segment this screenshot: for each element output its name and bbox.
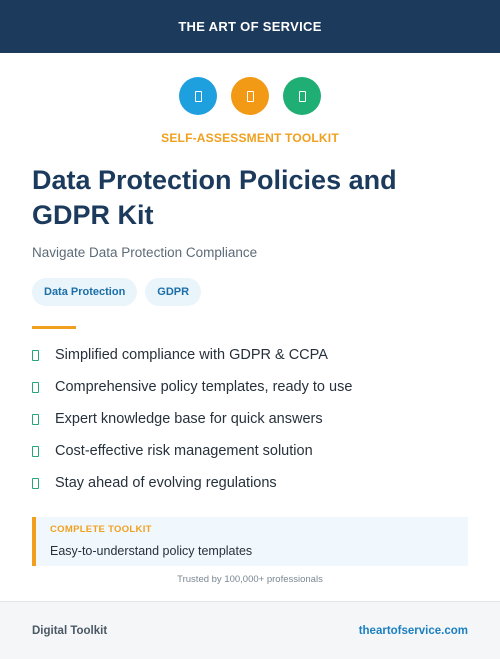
icon-row bbox=[0, 77, 500, 115]
feature-text: Simplified compliance with GDPR & CCPA bbox=[55, 347, 328, 363]
feature-list: Simplified compliance with GDPR & CCPA C… bbox=[32, 339, 500, 499]
feature-text: Comprehensive policy templates, ready to… bbox=[55, 379, 353, 395]
trust-note: Trusted by 100,000+ professionals bbox=[177, 574, 323, 585]
check-icon bbox=[283, 77, 321, 115]
toolkit-kicker: SELF-ASSESSMENT TOOLKIT bbox=[161, 131, 339, 145]
list-item: Cost-effective risk management solution bbox=[32, 435, 500, 467]
list-item: Expert knowledge base for quick answers bbox=[32, 403, 500, 435]
page-subtitle: Navigate Data Protection Compliance bbox=[32, 245, 258, 260]
check-icon bbox=[32, 349, 39, 361]
feature-text: Cost-effective risk management solution bbox=[55, 443, 313, 459]
list-item: Comprehensive policy templates, ready to… bbox=[32, 371, 500, 403]
check-icon bbox=[32, 413, 39, 425]
toolkit-callout: COMPLETE TOOLKIT Easy-to-understand poli… bbox=[32, 517, 468, 566]
shield-icon bbox=[179, 77, 217, 115]
clipboard-icon bbox=[231, 77, 269, 115]
tag-gdpr[interactable]: GDPR bbox=[145, 278, 202, 306]
footer: Digital Toolkit theartofservice.com bbox=[0, 601, 500, 659]
tag-list: Data Protection GDPR bbox=[32, 278, 468, 306]
feature-text: Stay ahead of evolving regulations bbox=[55, 475, 277, 491]
tag-data-protection[interactable]: Data Protection bbox=[32, 278, 138, 306]
feature-text: Expert knowledge base for quick answers bbox=[55, 411, 323, 427]
check-icon bbox=[32, 445, 39, 457]
callout-value: Easy-to-understand policy templates bbox=[50, 544, 253, 558]
check-icon bbox=[32, 477, 39, 489]
callout-label: COMPLETE TOOLKIT bbox=[50, 524, 152, 535]
header-bar: THE ART OF SERVICE bbox=[0, 0, 500, 53]
website-link[interactable]: theartofservice.com bbox=[358, 624, 468, 637]
check-icon bbox=[32, 381, 39, 393]
page-title: Data Protection Policies and GDPR Kit bbox=[32, 165, 397, 230]
footer-label: Digital Toolkit bbox=[32, 624, 108, 637]
list-item: Simplified compliance with GDPR & CCPA bbox=[32, 339, 500, 371]
brand-name: THE ART OF SERVICE bbox=[178, 19, 322, 34]
list-item: Stay ahead of evolving regulations bbox=[32, 467, 500, 499]
accent-divider bbox=[32, 326, 76, 329]
